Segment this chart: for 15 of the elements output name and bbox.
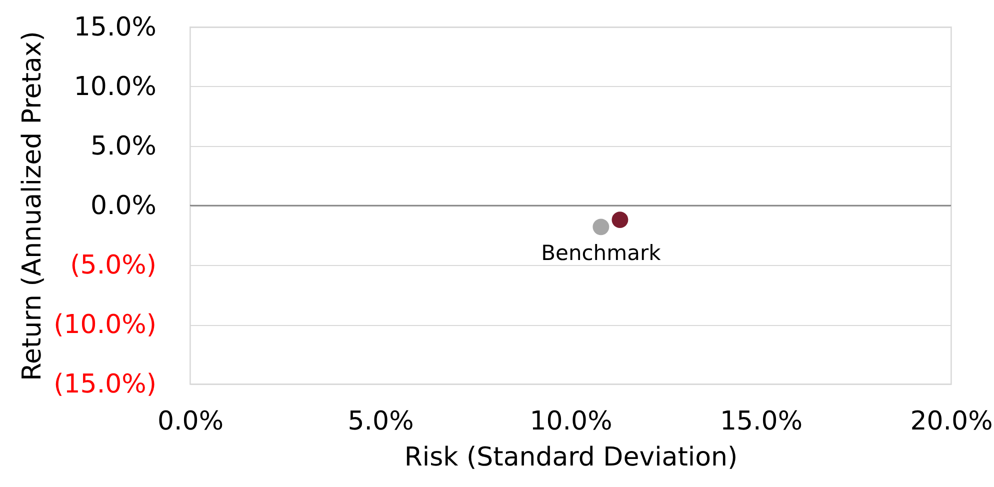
x-tick-label: 20.0%	[910, 406, 993, 436]
y-tick-label: 5.0%	[90, 132, 156, 162]
y-axis-title: Return (Annualized Pretax)	[18, 31, 48, 381]
x-tick-label: 0.0%	[157, 406, 224, 436]
y-tick-label: (15.0%)	[54, 370, 156, 400]
x-axis-title: Risk (Standard Deviation)	[404, 442, 738, 472]
x-tick-label: 5.0%	[348, 406, 414, 436]
y-tick-label: 15.0%	[74, 12, 156, 42]
x-tick-label: 15.0%	[720, 406, 803, 436]
series-label: Benchmark	[541, 240, 662, 265]
y-tick-label: (5.0%)	[70, 250, 156, 280]
y-tick-label: 10.0%	[74, 72, 156, 102]
x-tick-label: 10.0%	[530, 406, 612, 436]
y-tick-label: (10.0%)	[54, 310, 156, 340]
y-tick-label: 0.0%	[90, 191, 156, 221]
